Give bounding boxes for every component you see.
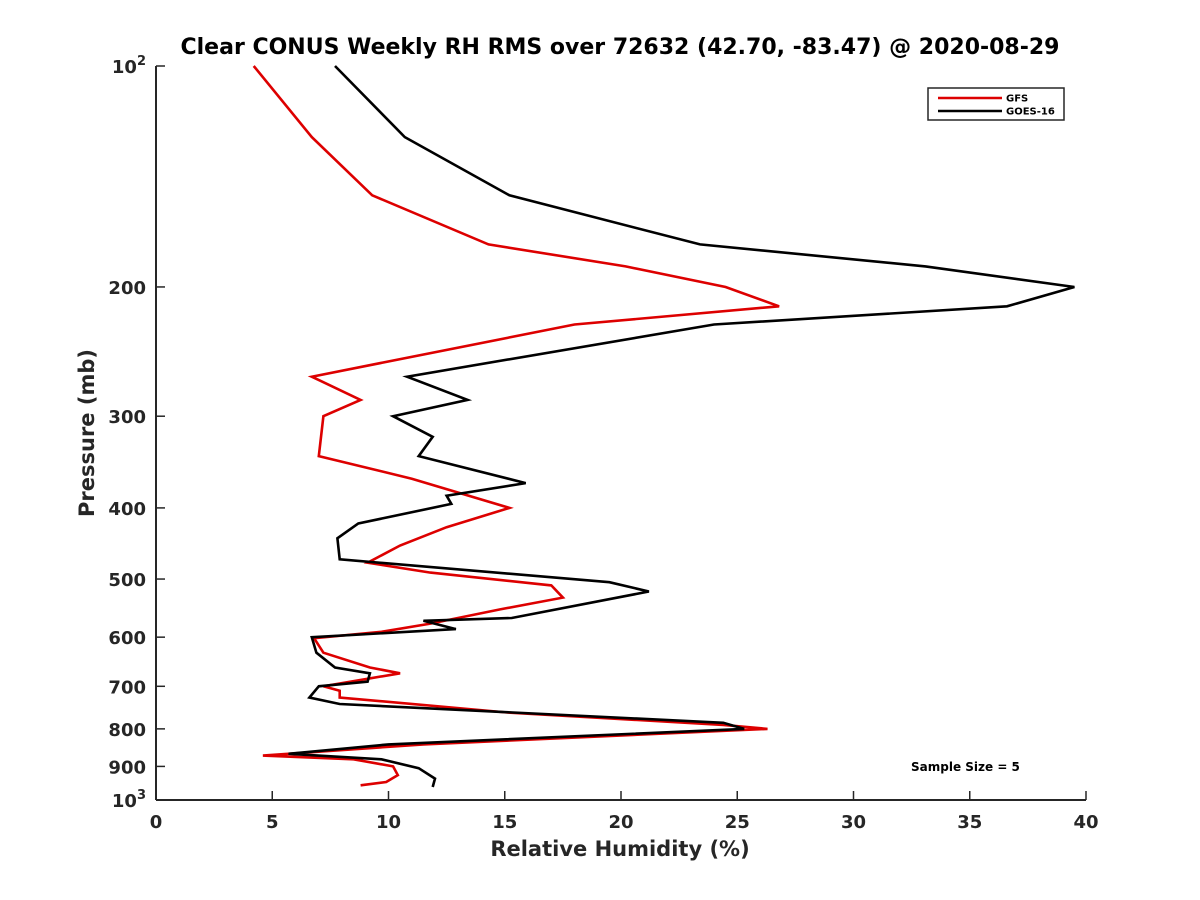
plot-area <box>155 66 1086 801</box>
x-tick-label-35: 35 <box>957 812 982 833</box>
y-tick-label-400: 400 <box>108 499 146 520</box>
series-line-goes-16 <box>288 65 1075 788</box>
legend: GFS GOES-16 <box>927 87 1065 121</box>
x-axis-label: Relative Humidity (%) <box>490 837 749 861</box>
x-tick-label-40: 40 <box>1073 812 1098 833</box>
y-ticks: 102 200 300 400 500 600 700 800 900 103 <box>108 54 165 812</box>
y-tick-label-200: 200 <box>108 278 146 299</box>
y-tick-label-500: 500 <box>108 570 146 591</box>
sample-size-annotation: Sample Size = 5 <box>911 760 1020 774</box>
x-tick-label-25: 25 <box>725 812 750 833</box>
series-line-gfs <box>252 65 780 787</box>
y-tick-label-700: 700 <box>108 677 146 698</box>
x-tick-label-20: 20 <box>608 812 633 833</box>
y-axis-label: Pressure (mb) <box>75 349 99 517</box>
x-tick-label-30: 30 <box>841 812 866 833</box>
y-tick-label-300: 300 <box>108 407 146 428</box>
x-ticks: 0 5 10 15 20 25 30 35 40 <box>150 791 1099 833</box>
legend-label-goes-16: GOES-16 <box>1006 107 1055 118</box>
y-tick-label-900: 900 <box>108 757 146 778</box>
y-tick-label-600: 600 <box>108 628 146 649</box>
x-tick-label-5: 5 <box>266 812 279 833</box>
y-tick-label-800: 800 <box>108 720 146 741</box>
x-tick-label-15: 15 <box>492 812 517 833</box>
legend-label-gfs: GFS <box>1006 94 1028 105</box>
x-tick-label-0: 0 <box>150 812 163 833</box>
x-tick-label-10: 10 <box>376 812 401 833</box>
legend-box <box>927 87 1065 121</box>
y-tick-label-1000: 103 <box>112 788 146 812</box>
series-layer <box>252 65 1075 788</box>
chart-title: Clear CONUS Weekly RH RMS over 72632 (42… <box>181 35 1060 60</box>
y-tick-label-100: 102 <box>112 54 146 78</box>
